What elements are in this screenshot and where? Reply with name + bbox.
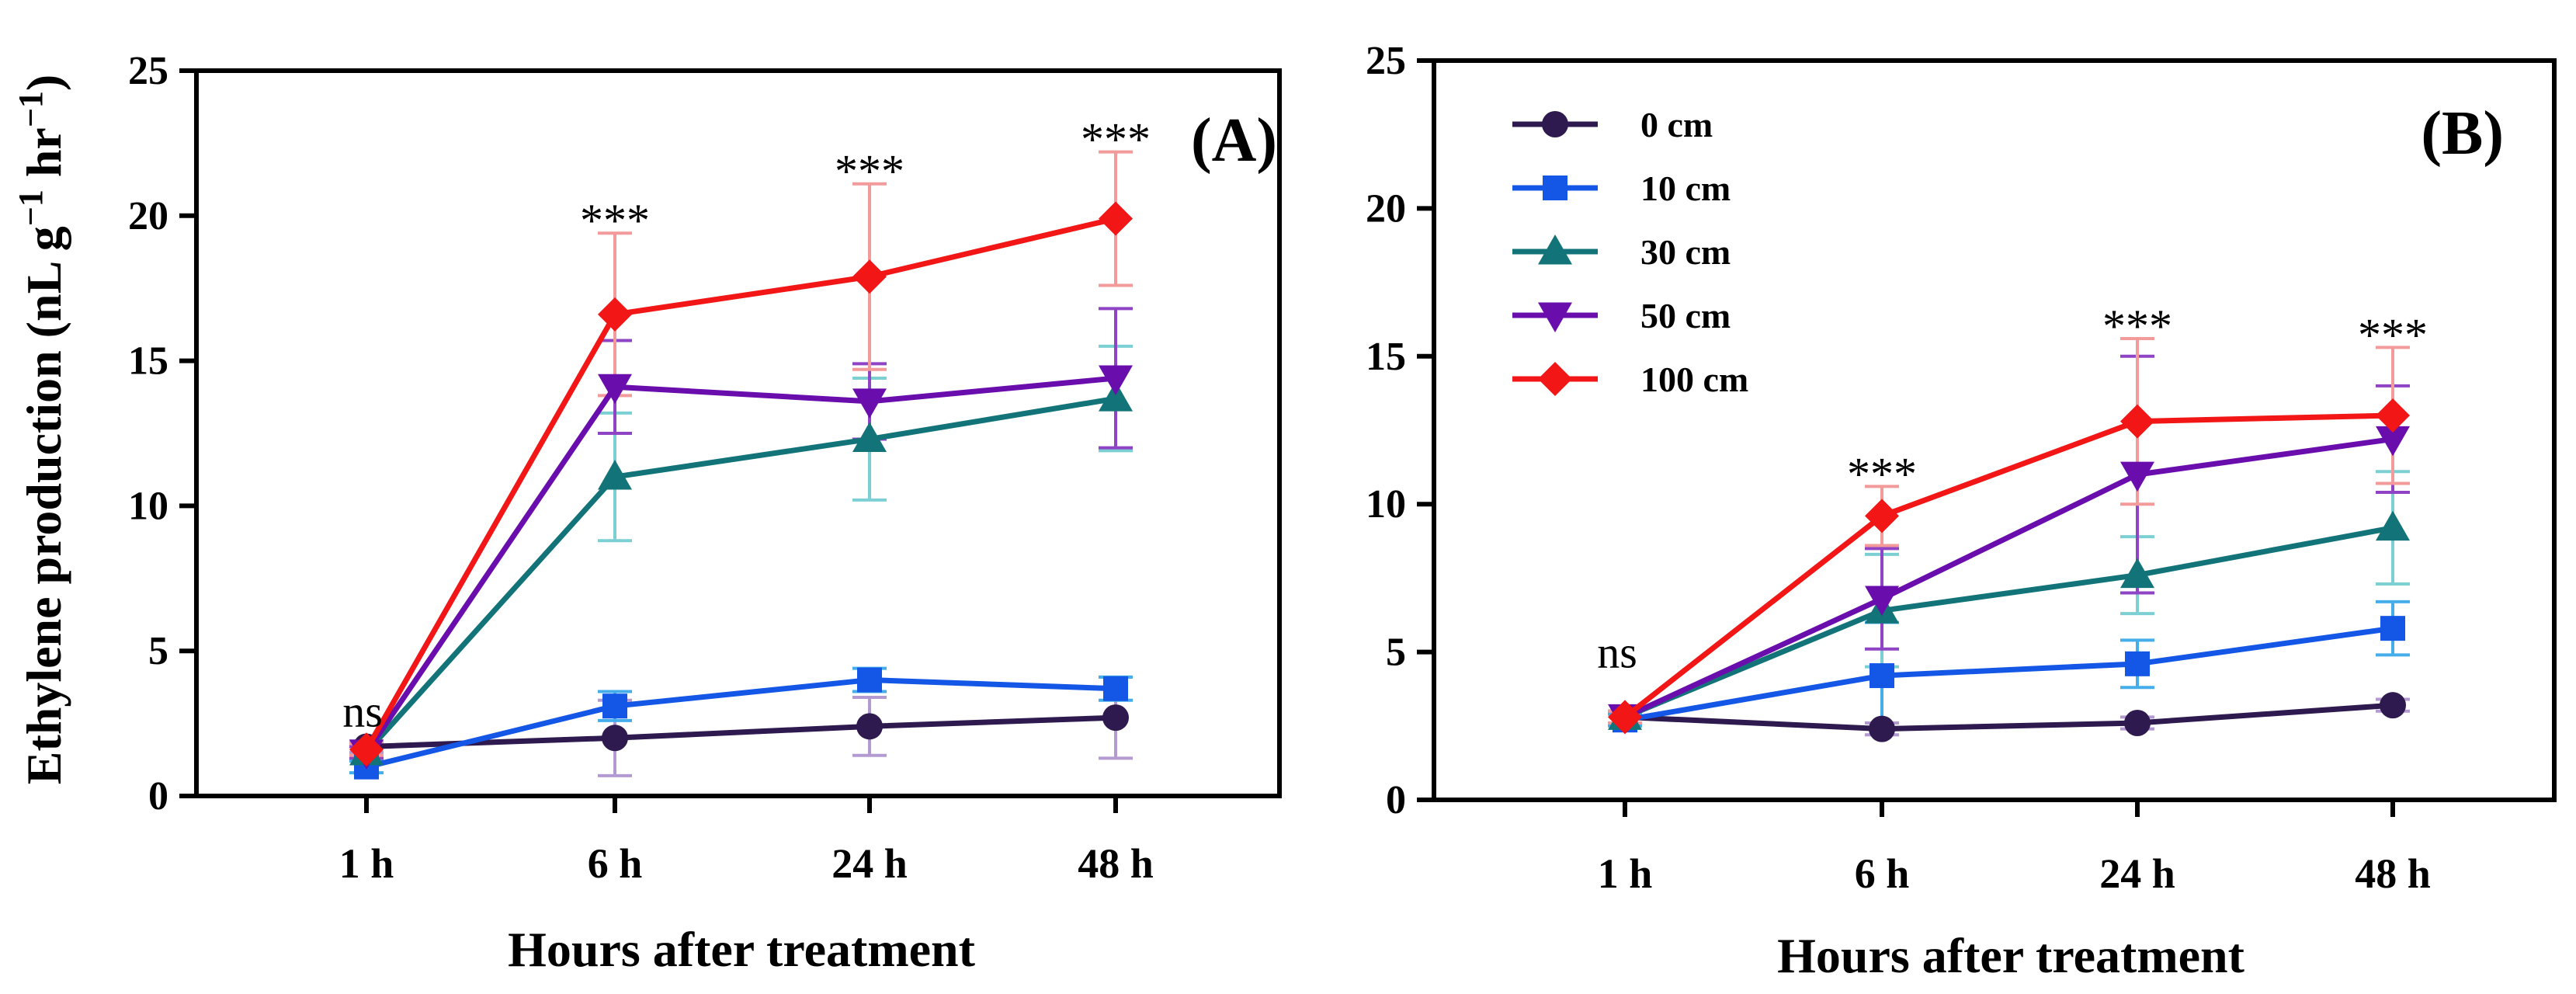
data-point xyxy=(852,259,887,294)
data-point xyxy=(598,297,632,332)
y-tick-label: 25 xyxy=(128,49,168,93)
series-line-0-cm xyxy=(1624,702,2394,732)
significance-label: *** xyxy=(2102,301,2172,352)
legend-label: 30 cm xyxy=(1640,232,1731,272)
data-point xyxy=(1865,499,1899,533)
y-tick-label: 20 xyxy=(128,194,168,238)
y-tick-label: 10 xyxy=(1366,482,1406,527)
data-point xyxy=(1870,663,1894,689)
data-point xyxy=(1865,586,1899,617)
panel-label: (B) xyxy=(2421,99,2504,168)
plot-frame xyxy=(194,68,1282,798)
data-point xyxy=(1099,381,1133,412)
y-axis-title: Ethylene production (nL g−1 hr−1) xyxy=(12,75,71,784)
data-point xyxy=(2380,692,2406,719)
data-point xyxy=(598,374,632,405)
x-axis-title: Hours after treatment xyxy=(508,922,976,977)
data-point xyxy=(852,388,887,419)
series-line-10-cm xyxy=(1624,625,2394,723)
significance-label: *** xyxy=(2358,309,2428,360)
series-line-30-cm xyxy=(1623,525,2394,720)
legend-label: 100 cm xyxy=(1640,360,1748,399)
data-point xyxy=(1102,704,1129,732)
x-tick-label: 48 h xyxy=(2355,850,2431,897)
data-point xyxy=(598,460,632,490)
data-point xyxy=(2124,709,2151,736)
legend-marker xyxy=(1538,302,1572,332)
legend-entry: 10 cm xyxy=(1512,169,1731,208)
legend-label: 50 cm xyxy=(1640,296,1731,335)
x-tick-label: 24 h xyxy=(2099,850,2175,897)
data-point xyxy=(857,667,882,693)
data-point xyxy=(602,693,627,719)
x-tick-label: 6 h xyxy=(588,840,643,887)
series-line-10-cm xyxy=(366,677,1116,770)
legend-marker xyxy=(1543,176,1567,200)
legend-label: 10 cm xyxy=(1640,169,1731,208)
y-axis-title-sup: −1 xyxy=(12,91,50,127)
y-tick-label: 20 xyxy=(1366,186,1406,231)
y-axis-title-sup: −1 xyxy=(12,189,50,226)
data-point xyxy=(856,713,883,740)
series-line-0-cm xyxy=(366,714,1116,749)
data-point xyxy=(1103,676,1128,701)
x-tick-label: 6 h xyxy=(1855,850,1910,897)
x-tick-label: 1 h xyxy=(1598,850,1653,897)
data-point xyxy=(2120,558,2154,589)
y-tick-label: 10 xyxy=(128,484,168,528)
significance-label: *** xyxy=(1847,448,1917,499)
y-axis-title-part: Ethylene production (nL g xyxy=(16,226,71,784)
significance-label: *** xyxy=(835,146,904,197)
significance-label: ns xyxy=(1597,627,1637,678)
legend-marker xyxy=(1538,362,1572,396)
y-tick-label: 0 xyxy=(1386,778,1406,822)
x-tick-label: 24 h xyxy=(831,840,908,887)
series-line-50-cm xyxy=(364,375,1116,754)
x-axis-title: Hours after treatment xyxy=(1777,928,2245,983)
y-tick-label: 15 xyxy=(128,339,168,384)
significance-label: ns xyxy=(342,686,383,736)
y-tick-label: 0 xyxy=(148,774,168,818)
data-point xyxy=(1869,715,1895,742)
data-point xyxy=(2376,510,2410,541)
legend-marker xyxy=(1538,235,1572,265)
significance-label: *** xyxy=(580,195,650,246)
data-point xyxy=(349,732,384,767)
y-tick-label: 5 xyxy=(148,629,168,673)
y-axis-title-part: hr xyxy=(16,127,71,189)
data-point xyxy=(2120,461,2154,492)
y-tick-label: 5 xyxy=(1386,631,1406,675)
series-line-100-cm xyxy=(363,216,1116,751)
panel-b: 0 5 10 15 20 25 1 h 6 h 24 h 48 h Hours after trea… xyxy=(1366,39,2557,983)
legend-entry: 0 cm xyxy=(1512,105,1713,144)
data-point xyxy=(2120,404,2154,439)
significance-label: *** xyxy=(1081,114,1151,165)
panel-label: (A) xyxy=(1191,106,1277,175)
x-tick-label: 1 h xyxy=(339,840,394,887)
y-axis-title-part: ) xyxy=(16,75,71,91)
data-point xyxy=(2376,426,2410,457)
plot-frame xyxy=(1432,58,2557,802)
data-point xyxy=(1608,700,1642,735)
legend-entry: 100 cm xyxy=(1512,360,1748,399)
data-point xyxy=(2376,398,2410,433)
data-point xyxy=(1099,365,1133,396)
data-point xyxy=(2380,616,2405,641)
data-point xyxy=(852,422,887,452)
series-line-100-cm xyxy=(1623,412,2394,720)
legend-entry: 50 cm xyxy=(1512,296,1731,335)
legend-label: 0 cm xyxy=(1640,105,1713,144)
y-tick-label: 15 xyxy=(1366,335,1406,379)
panel-a: 0 5 10 15 20 25 1 h 6 h 24 h 48 h Hours after trea… xyxy=(12,49,1282,977)
series-line-30-cm xyxy=(364,395,1116,755)
legend-entry: 30 cm xyxy=(1512,232,1731,272)
data-point xyxy=(1099,201,1133,236)
data-point xyxy=(602,725,628,752)
x-tick-label: 48 h xyxy=(1078,840,1154,887)
y-tick-label: 25 xyxy=(1366,39,1406,83)
data-point xyxy=(2125,651,2150,676)
series-line-50-cm xyxy=(1623,436,2394,720)
legend-marker xyxy=(1542,111,1568,137)
